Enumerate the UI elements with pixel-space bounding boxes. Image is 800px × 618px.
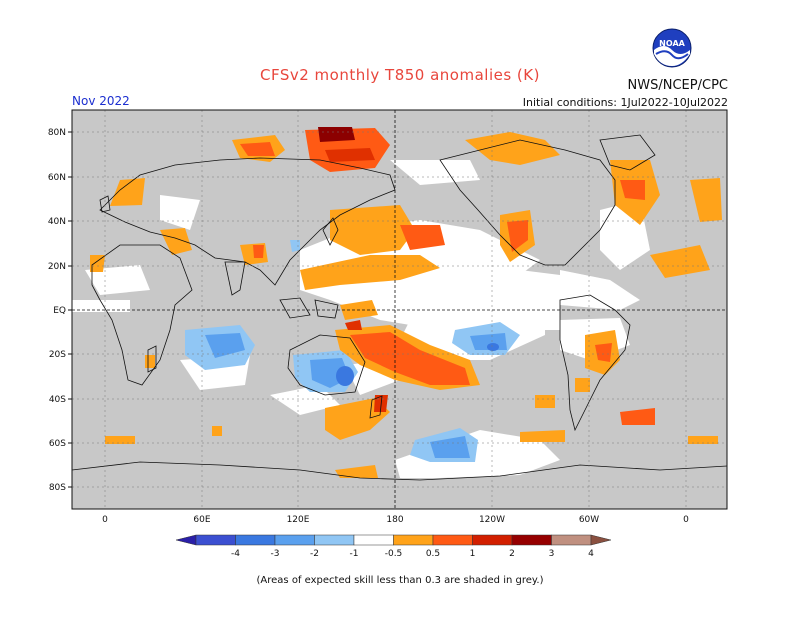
colorbar-label: -4 [231, 549, 240, 559]
lon-label: 120W [479, 515, 505, 525]
colorbar-label: 3 [549, 549, 555, 559]
lat-label: 80S [49, 483, 66, 493]
colorbar-label: -1 [350, 549, 359, 559]
valid-month-label: Nov 2022 [72, 94, 130, 108]
latitude-labels: 80N 60N 40N 20N EQ 20S 40S 60S 80S [48, 128, 66, 493]
coastlines [72, 134, 727, 481]
lat-label: 40S [49, 395, 66, 405]
lon-label: 0 [683, 515, 689, 525]
colorbar-label: -0.5 [385, 549, 403, 559]
lon-label: 180 [386, 515, 403, 525]
colorbar-label: 4 [588, 549, 594, 559]
colorbar-segment [393, 534, 434, 546]
colorbar-segment [551, 534, 592, 546]
noaa-logo-text: NOAA [659, 39, 685, 48]
lon-label: 120E [287, 515, 310, 525]
colorbar-segment [235, 534, 276, 546]
colorbar-segment [472, 534, 513, 546]
colorbar: -4 -3 -2 -1 -0.5 0.5 1 2 3 4 [175, 534, 612, 559]
colorbar-label: 2 [509, 549, 515, 559]
lon-label: 60W [579, 515, 599, 525]
agency-label: NWS/NCEP/CPC [627, 78, 728, 93]
lat-label: EQ [53, 306, 66, 316]
colorbar-label: -3 [271, 549, 280, 559]
colorbar-label: -2 [310, 549, 319, 559]
map-field [72, 110, 727, 509]
lat-label: 80N [48, 128, 66, 138]
lat-label: 20N [48, 262, 66, 272]
lat-label: 20S [49, 350, 66, 360]
longitude-labels: 0 60E 120E 180 120W 60W 0 [102, 515, 689, 525]
cool-anomaly-regions [185, 240, 520, 462]
colorbar-segment [590, 534, 612, 546]
skill-footnote: (Areas of expected skill less than 0.3 a… [256, 575, 544, 586]
graticule [72, 110, 727, 509]
lat-label: 60S [49, 439, 66, 449]
lat-label: 60N [48, 173, 66, 183]
colorbar-segment [314, 534, 355, 546]
colorbar-segment [511, 534, 552, 546]
colorbar-segment [195, 534, 236, 546]
lat-label: 40N [48, 217, 66, 227]
lon-label: 0 [102, 515, 108, 525]
lon-label: 60E [193, 515, 210, 525]
lat-ticks [68, 131, 72, 488]
colorbar-segment [353, 534, 394, 546]
colorbar-segment [274, 534, 315, 546]
colorbar-label: 1 [470, 549, 476, 559]
colorbar-label: 0.5 [426, 549, 440, 559]
colorbar-segment [175, 534, 197, 546]
colorbar-segment [432, 534, 473, 546]
initial-conditions-label: Initial conditions: 1Jul2022-10Jul2022 [522, 96, 728, 109]
noaa-logo-icon: NOAA [652, 28, 692, 68]
map-title: CFSv2 monthly T850 anomalies (K) [260, 66, 540, 84]
